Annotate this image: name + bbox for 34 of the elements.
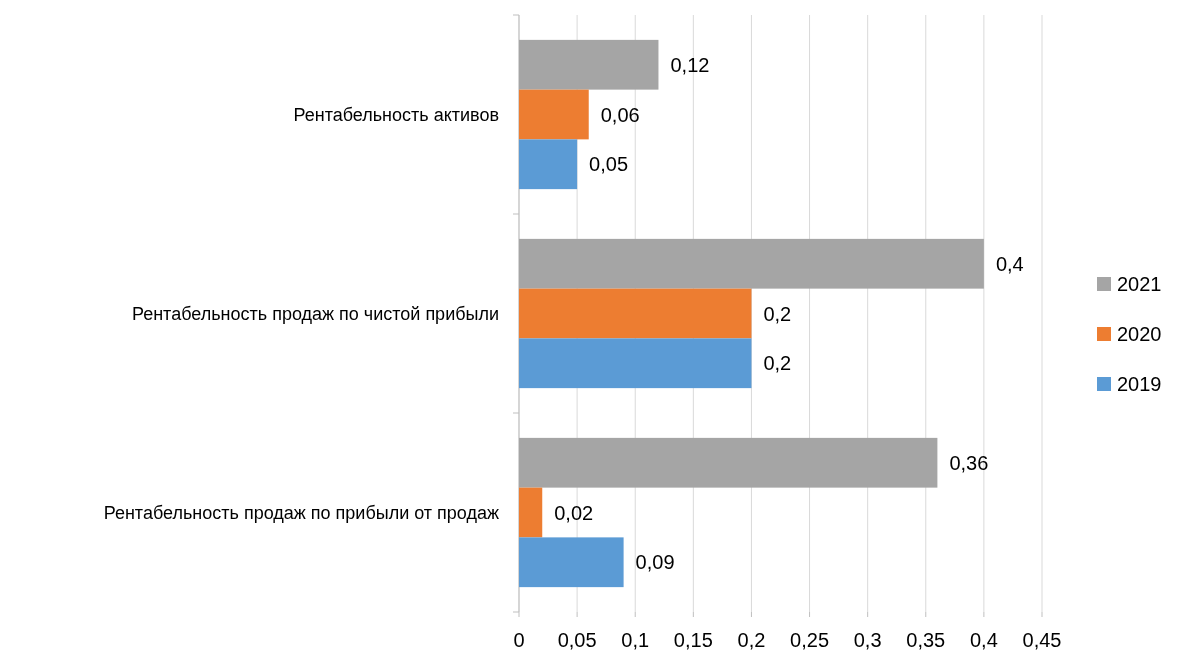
legend-label: 2021 xyxy=(1117,273,1162,295)
bar xyxy=(519,487,543,538)
data-label: 0,4 xyxy=(995,252,1024,275)
bar xyxy=(519,238,984,289)
bar xyxy=(519,537,624,588)
bar xyxy=(519,288,752,339)
x-tick-label: 0,05 xyxy=(557,629,597,651)
x-tick-label: 0,15 xyxy=(673,629,713,651)
legend-label: 2020 xyxy=(1117,323,1162,345)
data-label: 0,06 xyxy=(600,103,640,126)
y-tick-label: Рентабельность активов xyxy=(293,104,499,125)
data-label: 0,02 xyxy=(554,501,594,524)
bar xyxy=(519,437,938,488)
legend-label: 2019 xyxy=(1117,373,1162,395)
bar xyxy=(519,89,589,140)
data-label: 0,2 xyxy=(763,352,792,375)
x-tick-label: 0,45 xyxy=(1022,629,1062,651)
data-label: 0,12 xyxy=(670,53,710,76)
y-tick-label: Рентабельность продаж по прибыли от продаж xyxy=(103,502,499,523)
x-tick-label: 0 xyxy=(513,629,525,651)
x-tick-label: 0,3 xyxy=(853,629,882,651)
data-label: 0,09 xyxy=(635,551,675,574)
x-tick-label: 0,1 xyxy=(621,629,650,651)
bar xyxy=(519,39,659,90)
data-label: 0,05 xyxy=(589,153,629,176)
x-tick-label: 0,35 xyxy=(906,629,946,651)
data-label: 0,36 xyxy=(949,451,989,474)
bar xyxy=(519,139,578,190)
data-label: 0,2 xyxy=(763,302,792,325)
x-tick-label: 0,25 xyxy=(790,629,830,651)
x-tick-label: 0,4 xyxy=(969,629,998,651)
bar xyxy=(519,338,752,389)
y-tick-label: Рентабельность продаж по чистой прибыли xyxy=(131,303,499,324)
x-tick-label: 0,2 xyxy=(737,629,766,651)
